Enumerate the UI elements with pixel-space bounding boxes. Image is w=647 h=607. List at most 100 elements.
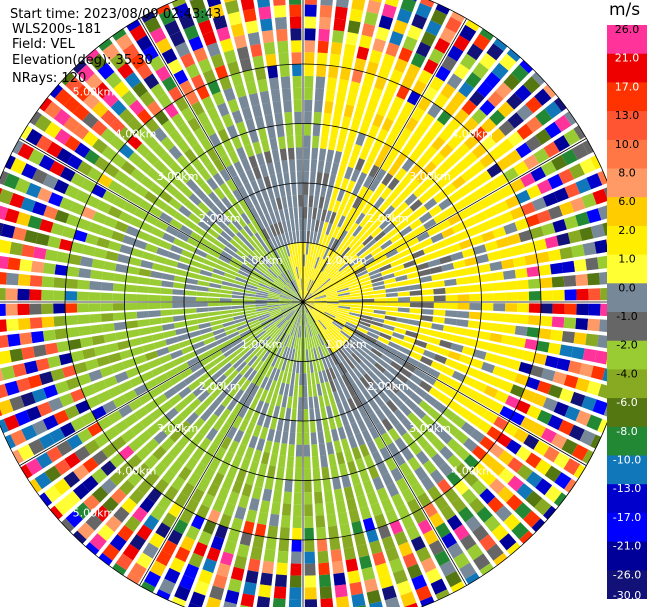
velocity-gate xyxy=(387,442,400,456)
velocity-gate xyxy=(349,287,362,292)
velocity-gate xyxy=(510,347,524,360)
velocity-gate xyxy=(267,298,280,301)
velocity-gate xyxy=(312,123,321,137)
velocity-gate xyxy=(353,106,365,121)
velocity-gate xyxy=(322,262,331,273)
velocity-gate xyxy=(144,191,158,204)
velocity-gate xyxy=(543,446,560,463)
velocity-gate xyxy=(292,396,298,409)
velocity-gate xyxy=(260,451,270,465)
velocity-gate xyxy=(198,167,212,182)
velocity-gate xyxy=(398,541,413,557)
velocity-gate xyxy=(147,235,162,246)
velocity-gate xyxy=(359,280,372,287)
velocity-gate xyxy=(167,251,181,261)
velocity-gate xyxy=(73,361,88,375)
velocity-gate xyxy=(304,313,307,326)
velocity-gate xyxy=(295,444,303,457)
velocity-gate xyxy=(345,275,358,283)
velocity-gate xyxy=(536,251,550,264)
velocity-gate xyxy=(53,409,69,425)
velocity-gate xyxy=(303,409,309,421)
velocity-gate xyxy=(328,326,339,336)
velocity-gate xyxy=(53,108,71,126)
velocity-gate xyxy=(349,337,361,347)
velocity-gate xyxy=(281,371,288,384)
velocity-gate xyxy=(459,562,477,580)
velocity-gate xyxy=(436,247,450,257)
velocity-gate xyxy=(257,511,269,526)
velocity-gate xyxy=(266,324,277,334)
velocity-gate xyxy=(228,385,240,398)
velocity-gate xyxy=(244,287,257,292)
velocity-gate xyxy=(103,375,118,388)
velocity-gate xyxy=(205,162,218,177)
velocity-gate xyxy=(423,444,438,459)
velocity-gate xyxy=(349,309,362,314)
velocity-gate xyxy=(507,358,521,371)
velocity-gate xyxy=(194,403,207,417)
velocity-gate xyxy=(541,368,556,382)
velocity-gate xyxy=(420,356,434,367)
velocity-gate xyxy=(212,472,225,487)
velocity-gate xyxy=(380,187,393,200)
velocity-gate xyxy=(345,219,355,232)
velocity-gate xyxy=(203,360,216,372)
velocity-gate xyxy=(265,339,275,350)
velocity-gate xyxy=(353,350,365,361)
velocity-gate xyxy=(65,278,78,289)
velocity-gate xyxy=(279,443,288,456)
velocity-gate xyxy=(179,80,194,96)
velocity-gate xyxy=(259,280,272,288)
velocity-gate xyxy=(191,158,205,172)
velocity-gate xyxy=(226,398,238,412)
velocity-gate xyxy=(421,295,434,302)
velocity-gate xyxy=(186,356,200,367)
velocity-gate xyxy=(285,183,292,197)
velocity-gate xyxy=(252,166,262,180)
velocity-gate xyxy=(304,563,316,576)
velocity-gate xyxy=(63,96,81,114)
velocity-gate xyxy=(381,472,394,487)
velocity-gate xyxy=(597,170,608,185)
velocity-gate xyxy=(188,398,202,411)
velocity-gate xyxy=(286,310,295,320)
velocity-gate xyxy=(203,259,216,268)
velocity-gate xyxy=(44,249,59,262)
velocity-gate xyxy=(186,324,200,333)
velocity-gate xyxy=(336,189,345,202)
velocity-gate xyxy=(217,461,230,476)
velocity-gate xyxy=(375,408,387,422)
velocity-gate xyxy=(199,269,213,277)
velocity-gate xyxy=(280,273,289,284)
velocity-gate xyxy=(136,285,150,293)
velocity-gate xyxy=(396,280,409,287)
velocity-gate xyxy=(31,201,47,216)
velocity-gate xyxy=(150,270,164,279)
velocity-gate xyxy=(274,161,282,174)
velocity-gate xyxy=(357,199,368,212)
velocity-gate xyxy=(17,143,35,160)
velocity-gate xyxy=(205,341,218,350)
velocity-gate xyxy=(406,525,421,541)
velocity-gate xyxy=(285,467,294,481)
range-label: 5.00km xyxy=(73,86,115,99)
velocity-gate xyxy=(468,284,482,293)
velocity-gate xyxy=(184,296,196,302)
velocity-gate xyxy=(0,223,16,239)
velocity-gate xyxy=(168,444,183,459)
velocity-gate xyxy=(37,401,53,417)
velocity-gate xyxy=(197,220,211,232)
velocity-gate xyxy=(400,591,417,607)
velocity-gate xyxy=(160,136,175,151)
velocity-gate xyxy=(339,523,352,537)
velocity-gate xyxy=(381,498,394,513)
velocity-gate xyxy=(466,329,480,338)
velocity-gate xyxy=(274,210,281,223)
velocity-gate xyxy=(201,264,214,272)
velocity-gate xyxy=(168,86,183,102)
velocity-gate xyxy=(231,135,243,150)
velocity-gate xyxy=(14,177,31,194)
velocity-gate xyxy=(488,216,503,229)
velocity-gate xyxy=(54,328,68,340)
